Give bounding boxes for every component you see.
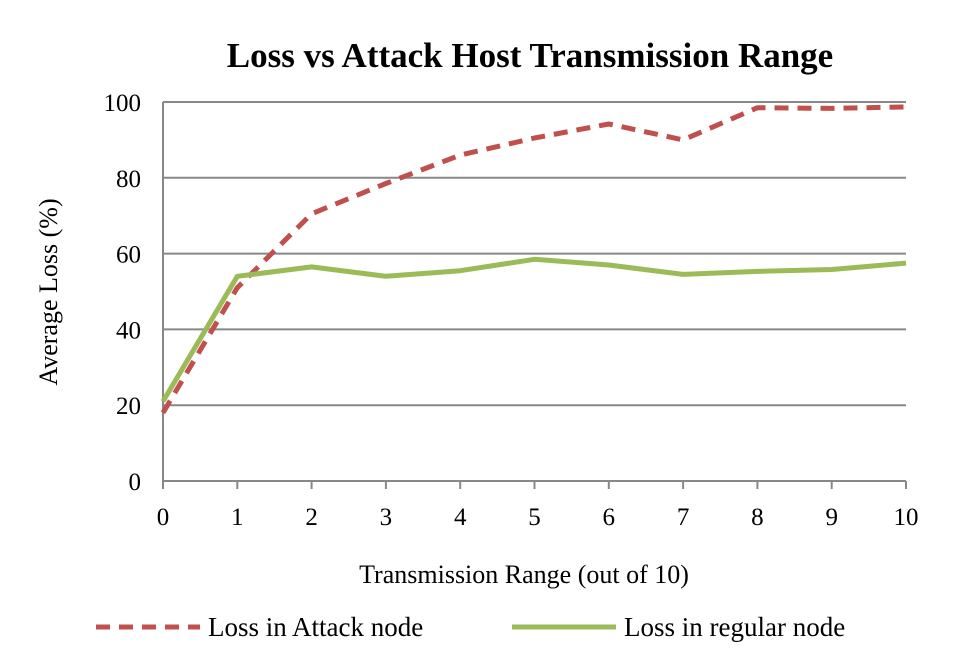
series-line-1 [160,104,907,415]
x-tick-label: 3 [380,504,393,531]
y-tick-label: 80 [116,166,141,193]
y-tick-labels: 0 20 40 60 80 100 [104,90,142,496]
x-tick-label: 2 [305,504,318,531]
x-tick-label: 1 [231,504,244,531]
y-tick-label: 40 [116,317,141,344]
chart-title: Loss vs Attack Host Transmission Range [227,36,833,75]
x-axis-label: Transmission Range (out of 10) [359,560,689,589]
y-tick-label: 0 [129,469,142,496]
y-tick-label: 100 [104,90,142,117]
x-tick-label: 9 [825,504,838,531]
series-lines [160,104,907,415]
x-tick-label: 7 [677,504,690,531]
x-tick-label: 6 [603,504,616,531]
legend: Loss in Attack node Loss in regular node [96,612,845,642]
y-tick-label: 20 [116,393,141,420]
legend-label-1: Loss in Attack node [208,612,423,642]
series-line-2 [160,256,907,403]
x-tick-label: 5 [528,504,541,531]
y-tick-label: 60 [116,242,141,269]
x-tick-label: 8 [751,504,764,531]
gridlines [163,101,906,407]
x-tick-label: 4 [454,504,467,531]
x-tick-label: 0 [157,504,170,531]
legend-label-2: Loss in regular node [624,612,845,642]
axes [162,102,907,489]
x-tick-label: 10 [894,504,919,531]
y-axis-label: Average Loss (%) [34,198,63,385]
x-tick-labels: 0 1 2 3 4 5 6 7 8 9 10 [157,504,919,531]
